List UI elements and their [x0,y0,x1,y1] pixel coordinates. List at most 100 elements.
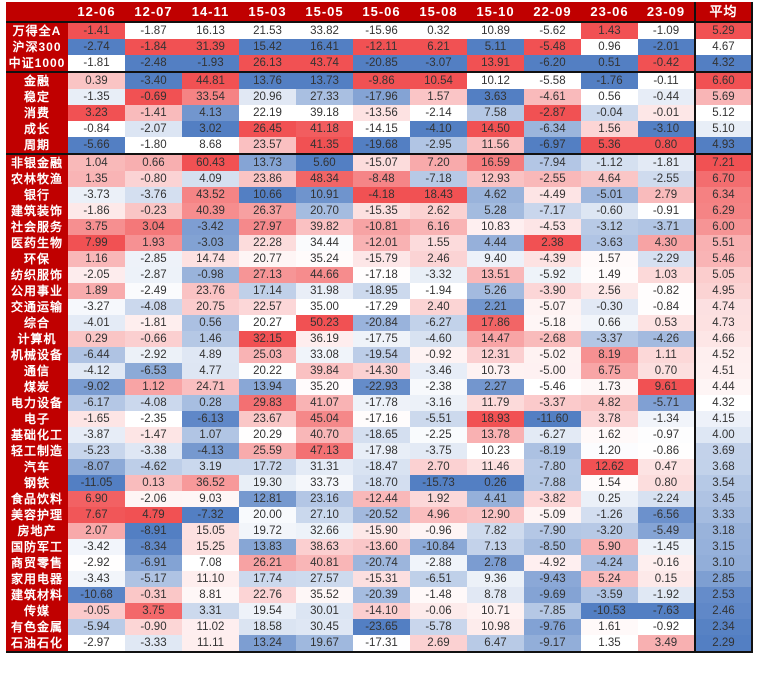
heatmap-cell: 1.46 [182,331,239,347]
heatmap-cell: 1.12 [125,379,182,395]
header-row: 12-06 12-07 14-11 15-03 15-05 15-06 15-08 15-10… [6,2,753,22]
average-cell: 4.15 [694,411,753,427]
average-cell: 3.68 [694,459,753,475]
heatmap-cell: -2.01 [638,39,695,55]
heatmap-cell: -22.93 [353,379,410,395]
heatmap-cell: 13.83 [239,539,296,555]
heatmap-cell: 13.76 [239,71,296,89]
table-row: 国防军工 -3.42 -8.34 15.25 13.83 38.63 -13.60 -10.8… [6,539,753,555]
heatmap-cell: 1.07 [182,427,239,443]
heatmap-cell: -6.91 [125,555,182,571]
column-header: 15-05 [296,2,353,22]
heatmap-cell: 23.67 [239,411,296,427]
heatmap-cell: 40.39 [182,203,239,219]
heatmap-cell: -2.07 [125,121,182,137]
heatmap-cell: 7.82 [467,523,524,539]
table-row: 中证1000 -1.81 -2.48 -1.93 26.13 43.74 -20.85 -3.… [6,55,753,72]
average-cell: 5.51 [694,235,753,251]
heatmap-cell: 1.03 [638,267,695,283]
heatmap-cell: -1.87 [125,21,182,39]
row-label: 消费 [6,105,68,121]
heatmap-cell: -3.10 [638,121,695,137]
heatmap-cell: -7.88 [524,475,581,491]
average-cell: 5.29 [694,21,753,39]
heatmap-cell: 13.73 [239,153,296,171]
average-cell: 2.46 [694,603,753,619]
heatmap-cell: -0.66 [125,331,182,347]
heatmap-cell: 1.57 [581,251,638,267]
heatmap-cell: 27.97 [239,219,296,235]
table-row: 公用事业 1.89 -2.49 23.76 17.14 31.98 -18.95 -1.94 5… [6,283,753,299]
column-header: 15-03 [239,2,296,22]
heatmap-cell: 15.25 [182,539,239,555]
heatmap-cell: 1.43 [581,21,638,39]
heatmap-cell: -18.95 [353,283,410,299]
table-row: 万得全A -1.41 -1.87 16.13 21.53 33.82 -15.96 0.32 1… [6,21,753,39]
heatmap-cell: -10.84 [410,539,467,555]
row-label: 环保 [6,251,68,267]
heatmap-cell: -4.18 [353,187,410,203]
heatmap-cell: -0.30 [581,299,638,315]
heatmap-cell: -0.82 [638,283,695,299]
heatmap-cell: -2.97 [68,635,125,653]
average-cell: 6.34 [694,187,753,203]
table-row: 传媒 -0.05 3.75 3.31 19.54 30.01 -14.10 -0.06 10.7… [6,603,753,619]
row-label: 传媒 [6,603,68,619]
heatmap-cell: 10.89 [467,21,524,39]
heatmap-cell: -9.69 [524,587,581,603]
heatmap-cell: 15.42 [239,39,296,55]
heatmap-cell: -7.63 [638,603,695,619]
heatmap-cell: -5.94 [68,619,125,635]
heatmap-cell: -8.91 [125,523,182,539]
heatmap-cell: -17.18 [353,267,410,283]
heatmap-cell: 0.53 [638,315,695,331]
heatmap-cell: 18.93 [467,411,524,427]
table-row: 农林牧渔 1.35 -0.80 4.09 23.86 48.34 -8.48 -7.18 12.… [6,171,753,187]
table-row: 房地产 2.07 -8.91 15.05 19.72 32.66 -15.90 -0.96 7.… [6,523,753,539]
heatmap-cell: -20.74 [353,555,410,571]
table-row: 机械设备 -6.44 -2.92 4.89 25.03 33.08 -19.54 -0.92 1… [6,347,753,363]
average-cell: 7.21 [694,153,753,171]
heatmap-cell: -3.87 [68,427,125,443]
heatmap-cell: 22.28 [239,235,296,251]
heatmap-cell: -3.07 [410,55,467,72]
heatmap-cell: -12.01 [353,235,410,251]
heatmap-cell: 0.70 [638,363,695,379]
average-cell: 3.54 [694,475,753,491]
heatmap-cell: -2.25 [410,427,467,443]
column-header: 23-06 [581,2,638,22]
column-header: 15-10 [467,2,524,22]
heatmap-cell: -3.63 [581,235,638,251]
heatmap-cell: -3.12 [581,219,638,235]
heatmap-cell: -2.35 [125,411,182,427]
heatmap-cell: 11.46 [467,459,524,475]
heatmap-cell: 10.83 [467,219,524,235]
heatmap-cell: 2.27 [467,379,524,395]
heatmap-cell: 0.66 [125,153,182,171]
heatmap-cell: -0.60 [581,203,638,219]
heatmap-cell: -5.46 [524,379,581,395]
heatmap-cell: -11.05 [68,475,125,491]
heatmap-cell: -18.47 [353,459,410,475]
column-header: 14-11 [182,2,239,22]
heatmap-cell: 41.35 [296,137,353,154]
heatmap-cell: 0.51 [581,55,638,72]
average-cell: 4.32 [694,395,753,411]
heatmap-cell: 6.21 [410,39,467,55]
row-label: 通信 [6,363,68,379]
table-row: 医药生物 7.99 1.93 -3.03 22.28 34.44 -12.01 1.55 4.4… [6,235,753,251]
heatmap-cell: -2.74 [68,39,125,55]
row-label: 建筑装饰 [6,203,68,219]
heatmap-cell: 11.79 [467,395,524,411]
table-row: 稳定 -1.35 -0.69 33.54 20.96 27.33 -17.96 1.57 3.6… [6,89,753,105]
heatmap-cell: 7.99 [68,235,125,251]
heatmap-cell: -19.54 [353,347,410,363]
heatmap-cell: 35.20 [296,379,353,395]
row-label: 纺织服饰 [6,267,68,283]
heatmap-cell: 17.72 [239,459,296,475]
heatmap-cell: -8.48 [353,171,410,187]
heatmap-cell: -3.38 [125,443,182,459]
heatmap-cell: -7.18 [410,171,467,187]
heatmap-cell: 4.09 [182,171,239,187]
heatmap-cell: -5.62 [524,21,581,39]
